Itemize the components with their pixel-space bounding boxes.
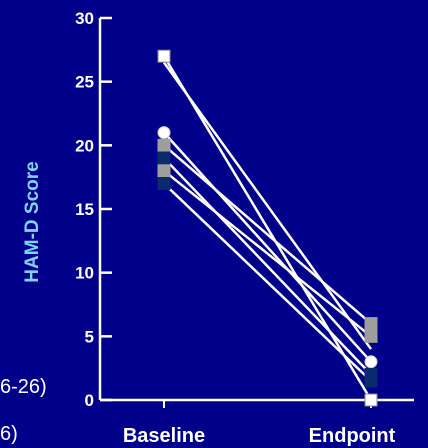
x-ticks: Baseline Endpoint — [123, 400, 396, 447]
data-point-square — [157, 164, 171, 178]
series-line — [163, 182, 372, 382]
y-tick-label: 20 — [75, 136, 94, 155]
y-tick-label: 5 — [85, 327, 94, 346]
series-line — [163, 144, 372, 325]
series-line — [163, 157, 372, 376]
series-lines — [162, 55, 373, 401]
series-line — [163, 131, 372, 363]
y-axis-title: HAM-D Score — [22, 161, 43, 282]
data-point-square — [157, 49, 171, 63]
data-point-square — [364, 393, 378, 407]
series-line — [162, 55, 373, 401]
y-tick-label: 15 — [75, 200, 94, 219]
data-point-square — [364, 329, 378, 343]
data-point-square — [157, 177, 171, 191]
y-tick-label: 0 — [85, 391, 94, 410]
y-ticks: 0 5 10 15 20 25 30 — [75, 9, 112, 410]
y-tick-label: 30 — [75, 9, 94, 28]
data-point-square — [364, 374, 378, 388]
cut-text-2: 6) — [0, 423, 18, 445]
data-point-circle — [157, 126, 171, 140]
cut-text-1: 6-26) — [0, 376, 47, 398]
y-tick-label: 25 — [75, 73, 94, 92]
y-tick-label: 10 — [75, 264, 94, 283]
x-tick-label: Baseline — [123, 425, 205, 447]
data-point-circle — [364, 355, 378, 369]
series-line — [162, 61, 373, 350]
x-tick-label: Endpoint — [309, 425, 396, 447]
data-point-square — [364, 317, 378, 331]
series-line — [163, 169, 372, 338]
series-markers — [157, 49, 378, 407]
data-point-square — [157, 151, 171, 165]
data-point-square — [157, 138, 171, 152]
